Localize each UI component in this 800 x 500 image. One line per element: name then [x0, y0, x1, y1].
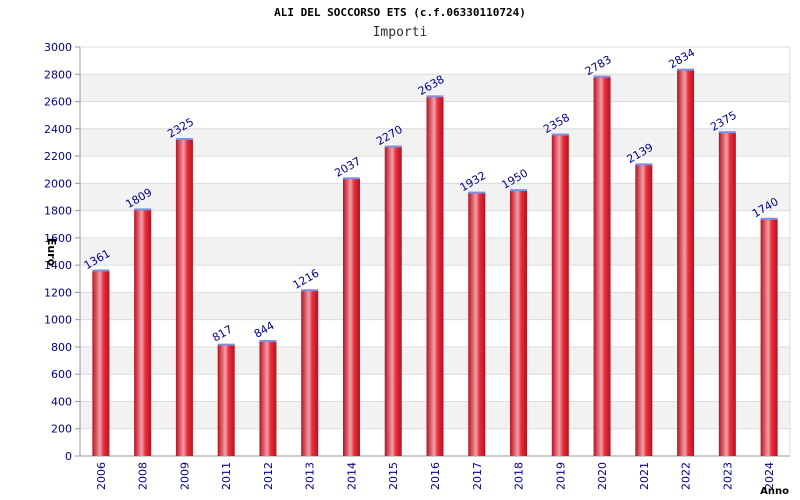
y-tick-label: 2800	[44, 68, 72, 81]
x-tick-label: 2014	[345, 462, 358, 490]
x-tick-label: 2011	[220, 462, 233, 490]
data-label: 2037	[332, 155, 363, 180]
bar-top-cap	[718, 131, 736, 134]
bar-top-cap	[175, 138, 193, 141]
x-tick-label: 2019	[554, 462, 567, 490]
y-tick-label: 1800	[44, 205, 72, 218]
y-tick-label: 1400	[44, 259, 72, 272]
bar-top-cap	[468, 191, 486, 194]
y-axis-label: Euro	[45, 238, 58, 267]
bar	[468, 192, 486, 456]
bar	[510, 190, 528, 456]
y-tick-label: 0	[65, 450, 72, 463]
data-label: 2834	[666, 46, 697, 71]
x-tick-label: 2008	[137, 462, 150, 490]
bar-top-cap	[426, 95, 444, 98]
bar-top-cap	[259, 339, 277, 342]
x-tick-label: 2018	[513, 462, 526, 490]
bar	[92, 270, 110, 456]
bar	[217, 344, 235, 456]
bar-top-cap	[551, 133, 569, 136]
x-tick-label: 2015	[387, 462, 400, 490]
y-tick-label: 2200	[44, 150, 72, 163]
bar-top-cap	[301, 289, 319, 292]
bar-top-cap	[760, 217, 778, 220]
bar	[342, 178, 360, 456]
bar	[760, 218, 778, 456]
x-tick-label: 2022	[680, 462, 693, 490]
x-tick-labels: 2006 2008 2009 2011 2012 2013 2014 2015 2016 2017…	[95, 462, 776, 490]
y-tick-label: 400	[51, 395, 72, 408]
y-tick-label: 1200	[44, 286, 72, 299]
x-tick-label: 2012	[262, 462, 275, 490]
chart-title: ALI DEL SOCCORSO ETS (c.f.06330110724)	[274, 6, 526, 19]
bar-top-cap	[384, 145, 402, 148]
x-tick-label: 2023	[721, 462, 734, 490]
bar	[593, 76, 611, 456]
data-label: 817	[210, 323, 235, 345]
y-tick-label: 200	[51, 423, 72, 436]
bar-top-cap	[510, 189, 528, 192]
bar-top-cap	[92, 269, 110, 272]
bar	[551, 134, 569, 456]
x-tick-label: 2006	[95, 462, 108, 490]
bar	[134, 209, 152, 456]
bar	[426, 96, 444, 457]
y-tick-label: 2600	[44, 96, 72, 109]
data-label: 1216	[291, 267, 322, 292]
x-tick-label: 2020	[596, 462, 609, 490]
y-tick-label: 1000	[44, 314, 72, 327]
x-tick-label: 2013	[304, 462, 317, 490]
y-tick-label: 600	[51, 368, 72, 381]
y-tick-label: 2400	[44, 123, 72, 136]
bar-top-cap	[342, 177, 360, 180]
y-tick-label: 2000	[44, 177, 72, 190]
axes	[75, 46, 791, 457]
x-tick-label: 2021	[638, 462, 651, 490]
bar	[635, 164, 653, 456]
chart-subtitle: Importi	[372, 25, 428, 40]
bar	[259, 340, 277, 456]
x-tick-label: 2017	[471, 462, 484, 490]
bar-top-cap	[217, 343, 235, 346]
x-tick-label: 2009	[178, 462, 191, 490]
x-tick-label: 2016	[429, 462, 442, 490]
y-tick-label: 1600	[44, 232, 72, 245]
bar	[384, 146, 402, 457]
bar-top-cap	[677, 68, 695, 71]
x-axis-label: Anno	[760, 486, 789, 497]
bar-top-cap	[134, 208, 152, 211]
bar	[175, 139, 193, 456]
y-tick-label: 800	[51, 341, 72, 354]
bar	[718, 132, 736, 457]
x-tick-label: 2024	[763, 462, 776, 490]
bar	[301, 290, 319, 456]
bar-top-cap	[593, 75, 611, 78]
bars	[92, 68, 778, 457]
bar-top-cap	[635, 163, 653, 166]
bar	[677, 69, 695, 456]
data-label: 844	[252, 319, 277, 341]
y-tick-label: 3000	[44, 41, 72, 54]
y-tick-labels: 0 200 400 600 800 1000 1200 1400 1600 1800 2000 220…	[44, 41, 72, 463]
